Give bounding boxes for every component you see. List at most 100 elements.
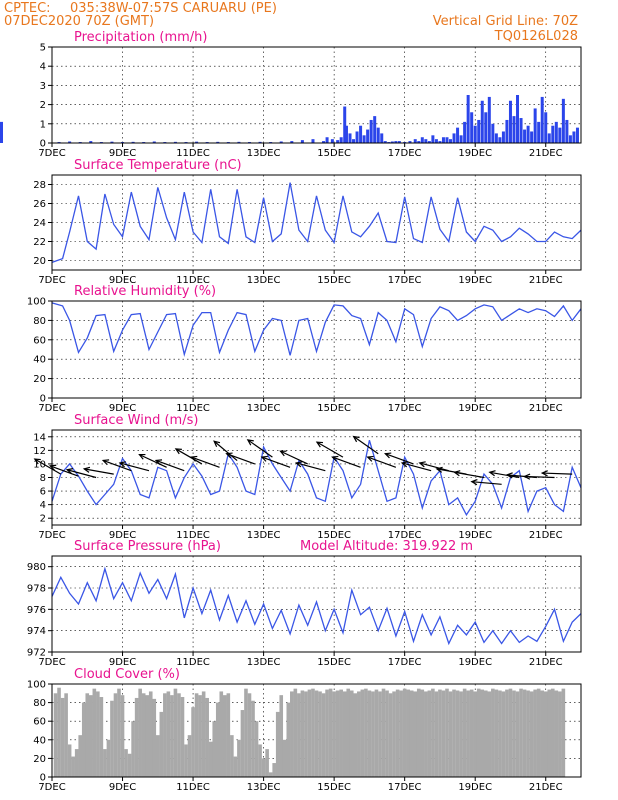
cloud-cover-bar: [427, 690, 432, 777]
surface-temperature-xtick-label: 19DEC: [458, 275, 492, 286]
wind-vector: [50, 465, 79, 477]
header-code: TQ0126L028: [494, 29, 578, 44]
cloud-cover-bar: [279, 695, 284, 777]
surface-wind-xtick-label: 9DEC: [109, 530, 136, 541]
wind-vector-head: [418, 461, 426, 468]
surface-pressure-ytick-label: 972: [27, 648, 46, 659]
surface-pressure-panel: Surface Pressure (hPa) Model Altitude: 31…: [27, 539, 582, 668]
cloud-cover-bar: [261, 758, 266, 777]
precipitation-bar: [68, 141, 72, 143]
precipitation-bar: [487, 96, 491, 143]
surface-pressure-annotation: Model Altitude: 319.922 m: [300, 539, 473, 554]
cloud-cover-bar: [431, 688, 435, 777]
cloud-cover-bar: [131, 721, 135, 777]
relative-humidity-ytick-label: 0: [40, 394, 46, 405]
surface-temperature-ytick-label: 28: [33, 180, 46, 191]
precipitation-bar: [336, 140, 340, 143]
cloud-cover-bar: [99, 697, 104, 777]
precipitation-bar: [516, 95, 520, 143]
cloud-cover-bar: [466, 690, 470, 777]
precipitation-bar: [466, 95, 470, 143]
surface-temperature-xtick-label: 21DEC: [529, 275, 563, 286]
precipitation-bar: [438, 141, 442, 143]
cloud-cover-bar: [110, 700, 114, 777]
precipitation-bar: [216, 141, 220, 143]
wind-vector-head: [331, 455, 339, 462]
cloud-cover-bar: [332, 691, 336, 777]
cloud-cover-bar: [367, 690, 372, 777]
precipitation-bar: [110, 141, 114, 143]
precipitation-bar: [568, 135, 572, 143]
surface-pressure-xtick-label: 17DEC: [388, 657, 422, 668]
precipitation-xtick-label: 7DEC: [38, 148, 65, 159]
precipitation-bar: [413, 139, 417, 143]
precipitation-xtick-label: 11DEC: [176, 148, 210, 159]
cloud-cover-bar: [480, 689, 485, 777]
precipitation-bar: [397, 141, 401, 143]
wind-vector: [542, 472, 573, 475]
cloud-cover-bar: [272, 763, 276, 777]
wind-vector-head: [540, 470, 548, 477]
precipitation-bar: [420, 137, 424, 143]
cloud-cover-bar: [74, 749, 79, 777]
surface-wind-ytick-label: 14: [33, 432, 46, 443]
surface-wind-ytick-label: 6: [40, 487, 46, 498]
cloud-cover-xtick-label: 13DEC: [247, 782, 281, 793]
precipitation-title: Precipitation (mm/h): [74, 30, 207, 45]
wind-vector-head: [523, 473, 531, 480]
wind-vector-head: [246, 439, 254, 446]
surface-wind-xtick-label: 21DEC: [529, 530, 563, 541]
cloud-cover-bar: [349, 690, 354, 777]
cloud-cover-bar: [409, 690, 414, 777]
relative-humidity-ytick-label: 100: [27, 297, 46, 308]
cloud-cover-bar: [92, 688, 97, 777]
precipitation-bar: [565, 119, 569, 143]
wind-vector: [247, 439, 273, 458]
precipitation-bar: [0, 121, 3, 143]
wind-vector: [34, 458, 62, 475]
cloud-cover-ytick-label: 80: [33, 698, 46, 709]
precipitation-xtick-label: 19DEC: [458, 148, 492, 159]
cloud-cover-bar: [554, 690, 559, 777]
cloud-cover-bar: [339, 689, 343, 777]
cloud-cover-bar: [501, 691, 506, 777]
precipitation-bar: [339, 137, 343, 143]
cloud-cover-bar: [152, 698, 157, 777]
cloud-cover-bar: [307, 689, 312, 777]
precipitation-xtick-label: 13DEC: [247, 148, 281, 159]
precipitation-bar: [519, 118, 523, 143]
precipitation-ytick-label: 4: [40, 62, 46, 73]
relative-humidity-xtick-label: 13DEC: [247, 403, 281, 414]
cloud-cover-bar: [163, 693, 167, 777]
precipitation-bar: [477, 119, 481, 143]
cloud-cover-bar: [198, 695, 202, 777]
precipitation-bar: [491, 123, 495, 143]
cloud-cover-bar: [420, 689, 425, 777]
cloud-cover-bar: [145, 695, 150, 777]
cloud-cover-bar: [297, 693, 301, 777]
surface-wind-ytick-label: 8: [40, 473, 46, 484]
cloud-cover-bar: [201, 691, 206, 777]
surface-wind-ytick-label: 4: [40, 500, 46, 511]
cloud-cover-bar: [540, 690, 545, 777]
cloud-cover-bar: [508, 688, 513, 777]
cloud-cover-bar: [543, 691, 548, 777]
precipitation-bar: [470, 112, 474, 143]
precipitation-frame: [51, 46, 582, 144]
cloud-cover-bar: [381, 688, 386, 777]
precipitation-ytick-label: 2: [40, 100, 46, 111]
precipitation-bar: [376, 127, 380, 143]
surface-pressure-line: [51, 566, 582, 646]
wind-vector-head: [470, 478, 478, 486]
precipitation-bar: [452, 133, 456, 143]
wind-vector-head: [213, 440, 221, 447]
cloud-cover-bar: [113, 693, 118, 777]
cloud-cover-bar: [57, 687, 61, 777]
precipitation-bar: [494, 133, 498, 143]
cloud-cover-bar: [237, 739, 241, 777]
precipitation-bar: [547, 133, 551, 143]
cloud-cover-bar: [96, 691, 100, 777]
wind-vector-head: [118, 461, 127, 468]
relative-humidity-xtick-label: 7DEC: [38, 403, 65, 414]
cloud-cover-bar: [215, 702, 220, 777]
